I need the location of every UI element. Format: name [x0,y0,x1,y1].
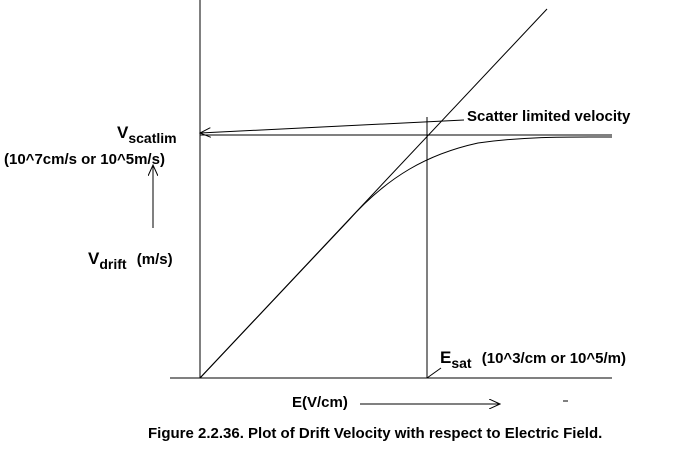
drift-velocity-curve [199,136,613,379]
scatter-limited-label: Scatter limited velocity [467,108,631,125]
esat-units: (10^3/cm or 10^5/m) [481,350,627,367]
vdrift-units: (m/s) [136,251,173,268]
esat-tick [426,367,442,379]
esat-label: Esat (10^3/cm or 10^5/m) [440,348,627,370]
vscatlim-label: Vscatlim [117,123,177,145]
figure-caption: Figure 2.2.36. Plot of Drift Velocity wi… [148,425,603,442]
esat-sub: sat [451,355,472,371]
vscatlim-units: (10^7cm/s or 10^5m/s) [4,151,165,168]
vdrift-sub: drift [99,256,127,272]
vscatlim-main: V [117,123,129,142]
esat-main: E [440,348,452,367]
vscatlim-sub: scatlim [128,130,177,146]
vdrift-label: Vdrift (m/s) [88,249,173,271]
x-axis-label: E(V/cm) [292,394,348,411]
scatter-limit-arrow [200,119,465,133]
vdrift-main: V [88,249,100,268]
